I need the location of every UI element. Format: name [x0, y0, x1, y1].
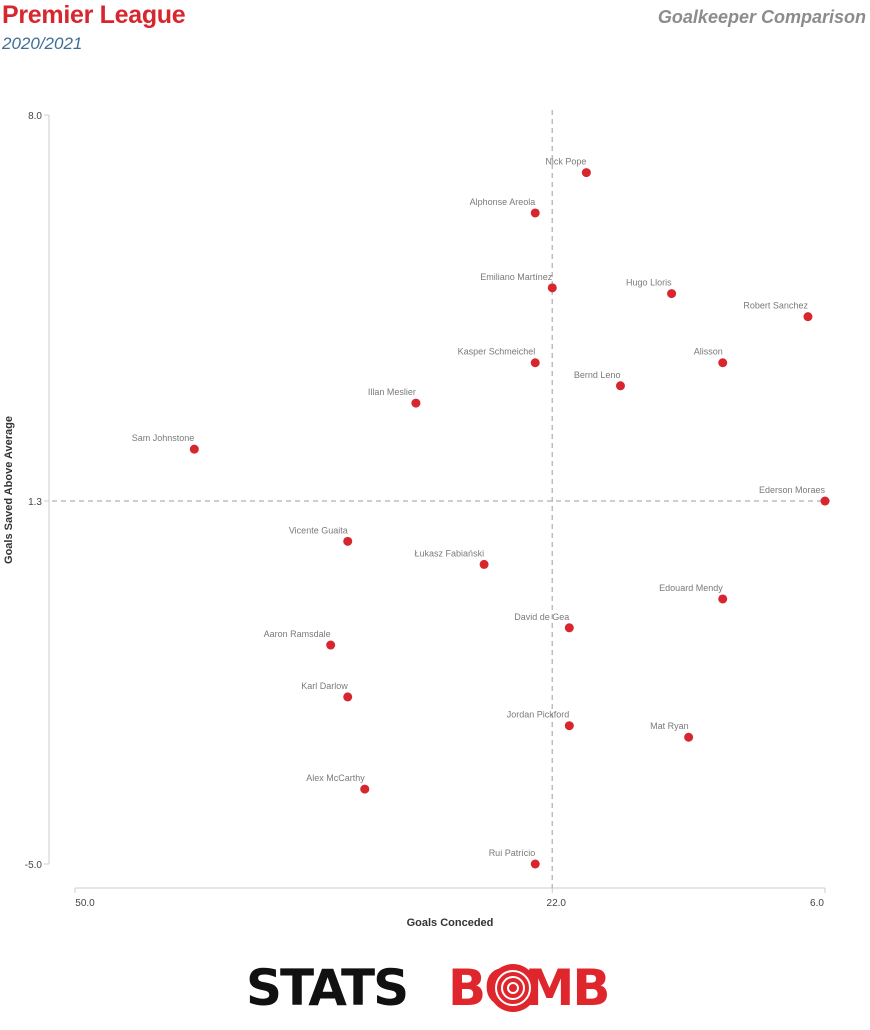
- data-point-label: Nick Pope: [545, 157, 586, 167]
- data-point-label: Bernd Leno: [574, 370, 621, 380]
- data-point-label: Ederson Moraes: [759, 485, 826, 495]
- data-points: Nick Pope Alphonse Areola Emiliano Martíne…: [132, 157, 830, 869]
- comparison-label: Goalkeeper Comparison: [657, 7, 866, 27]
- data-point: [343, 692, 353, 702]
- data-point-label: Edouard Mendy: [659, 583, 723, 593]
- data-point: [530, 859, 540, 869]
- data-point-label: Alex McCarthy: [306, 773, 365, 783]
- y-axis-title: Goals Saved Above Average: [3, 416, 15, 564]
- data-point: [530, 208, 540, 218]
- data-point-label: Alphonse Areola: [470, 197, 536, 207]
- data-point: [547, 283, 557, 293]
- reference-lines: [52, 110, 830, 888]
- y-tick-label: -5.0: [25, 860, 43, 871]
- data-point-label: Rui Patrício: [489, 848, 536, 858]
- scatter-chart: 8.0 1.3 -5.0 50.0 22.0 6.0 Goals Conceded Goals…: [3, 110, 830, 929]
- data-point: [564, 721, 574, 731]
- statsbomb-logo: STATS BOMB: [246, 958, 626, 1018]
- data-point: [343, 536, 353, 546]
- data-point: [684, 732, 694, 742]
- data-point: [479, 559, 489, 569]
- data-point: [803, 312, 813, 322]
- data-point: [718, 594, 728, 604]
- y-tick-label: 1.3: [28, 497, 42, 508]
- y-tick-label: 8.0: [28, 111, 42, 122]
- x-tick-label: 6.0: [810, 898, 824, 909]
- data-point-label: Aaron Ramsdale: [264, 629, 331, 639]
- data-point-label: Robert Sanchez: [743, 301, 808, 311]
- data-point-label: Łukasz Fabiański: [415, 548, 485, 558]
- data-point-label: Illan Meslier: [368, 387, 416, 397]
- data-point: [581, 168, 591, 178]
- logo-stats-text: STATS: [246, 959, 409, 1017]
- axes: 8.0 1.3 -5.0 50.0 22.0 6.0 Goals Conceded Goals…: [3, 111, 826, 929]
- data-point-label: Mat Ryan: [650, 721, 689, 731]
- data-point: [411, 398, 421, 408]
- data-point: [189, 444, 199, 454]
- data-point-label: David de Gea: [514, 612, 569, 622]
- data-point-label: Jordan Pickford: [507, 710, 570, 720]
- data-point-label: Hugo Lloris: [626, 278, 672, 288]
- chart-title: Premier League: [2, 1, 186, 29]
- data-point-label: Karl Darlow: [301, 681, 348, 691]
- x-axis-title: Goals Conceded: [407, 917, 494, 929]
- data-point-label: Kasper Schmeichel: [458, 347, 536, 357]
- data-point-label: Emiliano Martínez: [480, 272, 553, 282]
- x-tick-label: 50.0: [75, 898, 95, 909]
- season-label: 2020/2021: [2, 34, 83, 53]
- data-point: [360, 784, 370, 794]
- data-point-label: Sam Johnstone: [132, 433, 195, 443]
- x-tick-label: 22.0: [547, 898, 567, 909]
- logo-target-icon: [489, 964, 537, 1012]
- data-point: [530, 358, 540, 368]
- data-point: [667, 289, 677, 299]
- data-point: [615, 381, 625, 391]
- data-point: [820, 496, 830, 506]
- data-point: [326, 640, 336, 650]
- data-point-label: Vicente Guaita: [289, 525, 348, 535]
- data-point: [564, 623, 574, 633]
- data-point: [718, 358, 728, 368]
- data-point-label: Alisson: [694, 347, 723, 357]
